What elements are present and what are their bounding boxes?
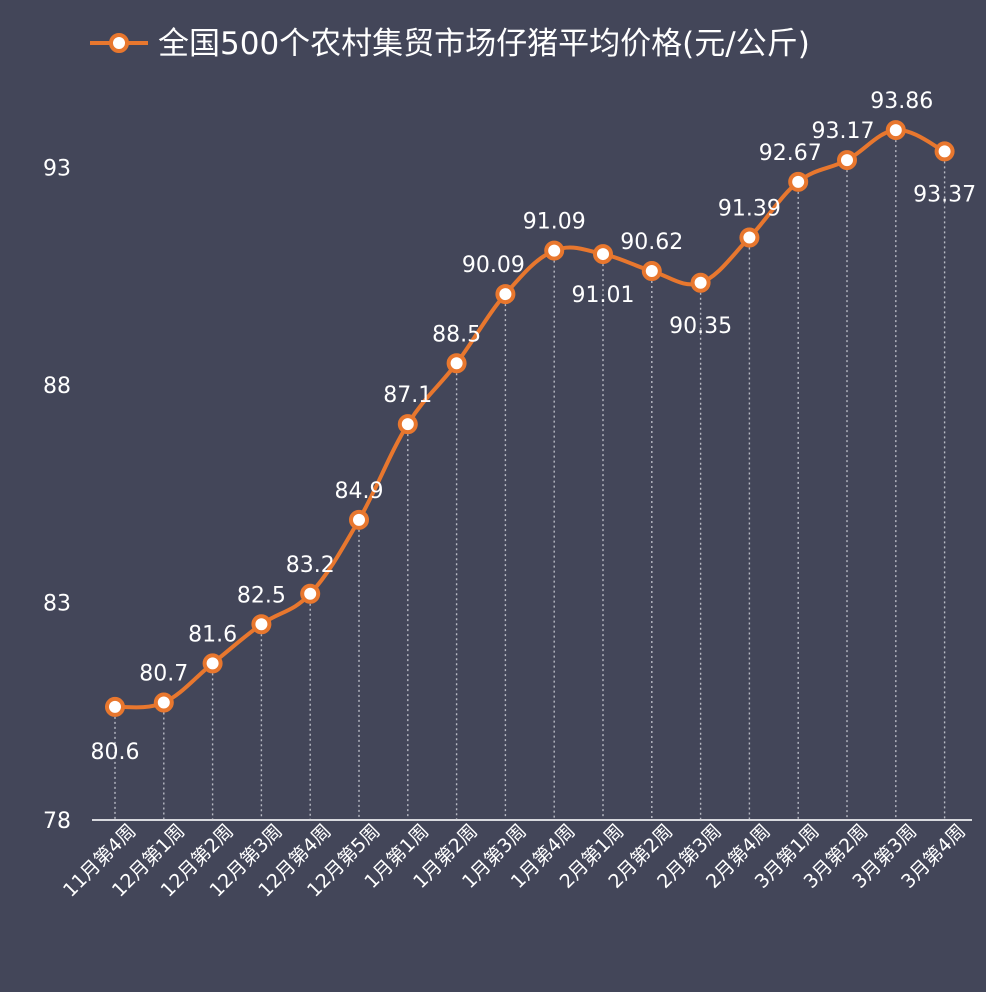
data-label: 91.01 [572, 283, 635, 308]
data-label: 88.5 [432, 322, 481, 347]
data-point [788, 171, 809, 192]
data-point [837, 150, 857, 171]
data-points [105, 120, 955, 717]
data-label: 80.7 [139, 662, 188, 687]
data-point [446, 353, 467, 374]
data-label: 93.17 [812, 119, 875, 144]
data-point [397, 414, 418, 435]
data-label: 92.67 [759, 141, 822, 166]
y-axis-ticks: 78 83 88 93 [43, 157, 71, 835]
data-point [641, 261, 662, 282]
data-point [300, 583, 321, 604]
data-point [153, 692, 174, 713]
y-tick-label: 88 [43, 374, 71, 399]
y-tick-label: 93 [43, 157, 71, 182]
data-point [885, 120, 906, 141]
y-tick-label: 78 [43, 809, 71, 834]
data-point [739, 227, 760, 248]
data-point [934, 141, 955, 162]
data-labels: 80.6 80.781.682.583.2 84.9 87.1 88.5 90.09 91.… [91, 89, 977, 765]
data-label: 90.62 [620, 230, 683, 255]
data-label: 93.37 [913, 182, 976, 207]
data-label: 87.1 [383, 383, 432, 408]
data-point [690, 272, 711, 293]
data-point [495, 284, 516, 305]
legend-point-marker [109, 33, 129, 53]
drop-lines [114, 130, 946, 820]
data-label: 91.39 [718, 197, 781, 222]
data-label: 84.9 [335, 479, 384, 504]
data-label: 82.5 [237, 583, 286, 608]
data-label: 90.35 [669, 314, 732, 339]
data-label: 80.6 [91, 740, 140, 765]
data-label: 91.09 [523, 210, 586, 235]
data-label: 93.86 [870, 89, 933, 114]
data-point [593, 244, 613, 265]
data-point [251, 614, 272, 635]
data-point [105, 696, 125, 717]
x-axis-categories: 11月第4周12月第1周12月第2周12月第3周12月第4周12月第5周1月第1… [59, 820, 970, 902]
data-point [202, 653, 223, 674]
legend: 全国500个农村集贸市场仔猪平均价格(元/公斤) [90, 26, 810, 62]
data-point [349, 509, 369, 530]
data-point [544, 240, 565, 261]
data-label: 90.09 [462, 253, 525, 278]
y-tick-label: 83 [43, 592, 71, 617]
data-label: 81.6 [188, 622, 237, 647]
data-label: 83.2 [286, 553, 335, 578]
legend-entry: 全国500个农村集贸市场仔猪平均价格(元/公斤) [158, 26, 810, 62]
